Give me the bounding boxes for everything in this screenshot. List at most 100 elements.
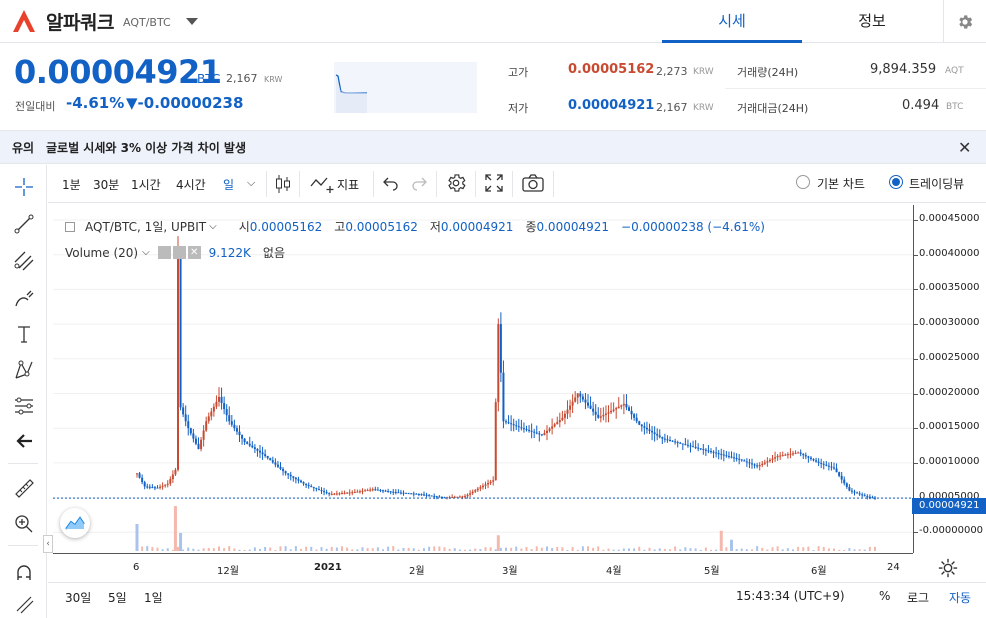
volume-bar [284,546,287,551]
volume-bar [335,547,338,551]
coin-name: 알파쿼크 [46,12,114,34]
volume-bar [387,546,390,551]
volume-bar [212,548,215,551]
interval-4h[interactable]: 4시간 [176,178,206,192]
volume-remove-icon[interactable]: ✕ [187,246,201,259]
volume-label[interactable]: Volume (20) [65,245,139,260]
candle-body [576,393,579,398]
volume-bar [776,546,779,551]
range-1d[interactable]: 1일 [144,591,163,605]
volume-bar [402,547,405,551]
candle-body [587,402,589,406]
volume-bar [807,546,810,551]
volume-chevron-icon[interactable]: ⌵ [142,247,150,258]
magnet-icon[interactable] [0,555,47,591]
candle-body [494,402,497,481]
volume-bar [412,548,415,551]
lock-drawings-icon[interactable] [0,590,47,618]
candle-body [366,490,369,492]
volume-bar [269,547,272,551]
pattern-tool-icon[interactable] [0,352,47,388]
fib-tool-icon[interactable] [0,243,47,279]
zoom-in-icon[interactable] [0,506,47,542]
collapse-legend-icon[interactable] [65,221,75,232]
price-chart[interactable] [53,205,913,553]
candle-body [807,456,810,458]
candle-body [407,493,410,495]
legend-chevron-icon[interactable]: ⌵ [209,221,217,232]
amount-24h-value: 0.494 [902,98,940,113]
interval-30m[interactable]: 30분 [93,178,120,192]
undo-icon[interactable] [382,175,400,195]
volume-bar [592,547,595,551]
fullscreen-icon[interactable] [484,173,504,197]
back-arrow-icon[interactable] [0,423,47,459]
volume-bar [361,547,364,551]
trendline-icon[interactable] [0,206,47,242]
crosshair-icon[interactable] [0,169,47,205]
axis-settings-icon[interactable] [937,557,959,583]
tab-info[interactable]: 정보 [858,12,886,30]
volume-settings-icon[interactable] [172,246,186,259]
candle-body [622,403,625,406]
volume-bar [161,549,164,551]
ruler-icon[interactable] [0,470,47,506]
clock-time[interactable]: 15:43:34 (UTC+9) [736,589,845,603]
auto-toggle[interactable]: 자동 [949,591,972,605]
view-tradingview-radio[interactable] [889,175,903,189]
time-axis[interactable] [53,553,913,580]
volume-bar [853,549,856,551]
candle-body [351,492,354,494]
range-30d[interactable]: 30일 [65,591,92,605]
brush-icon[interactable] [0,280,47,316]
indicator-label[interactable]: 지표 [337,178,360,192]
volume-bar [233,548,236,551]
collapse-toolbar-icon[interactable]: ‹ [43,535,53,553]
legend-symbol[interactable]: AQT/BTC, 1일, UPBIT [85,220,207,234]
camera-icon[interactable] [521,173,545,197]
candle-body [571,401,574,406]
candle-body [525,429,528,431]
volume-bar [166,548,169,551]
candle-body [546,430,548,433]
volume-bar [617,549,620,551]
candle-body [574,397,577,402]
volume-bar [325,548,328,551]
indicator-icon[interactable] [309,174,335,198]
prediction-tool-icon[interactable] [0,388,47,424]
candle-body [610,410,613,413]
candle-body [269,458,272,461]
text-tool-icon[interactable] [0,316,47,352]
interval-1m[interactable]: 1분 [62,178,81,192]
interval-chevron-down-icon[interactable]: ⌵ [247,176,256,189]
close-icon[interactable]: ✕ [958,138,972,157]
volume-bar [822,547,825,551]
candle-style-icon[interactable] [273,172,293,200]
volume-bar [730,539,733,551]
coin-dropdown-icon[interactable] [186,18,198,25]
tab-market[interactable]: 시세 [662,0,802,43]
candle-body [633,414,636,418]
volume-bar [300,548,302,551]
view-basic-radio[interactable] [796,175,810,189]
view-tradingview-label[interactable]: 트레이딩뷰 [909,177,965,191]
range-5d[interactable]: 5일 [108,591,127,605]
volume-bar [771,547,774,551]
interval-day[interactable]: 일 [223,178,235,192]
chart-settings-gear-icon[interactable] [445,172,467,198]
view-basic-label[interactable]: 기본 차트 [817,177,865,191]
redo-icon[interactable] [410,175,428,195]
log-toggle[interactable]: 로그 [907,591,930,605]
interval-1h[interactable]: 1시간 [131,178,161,192]
candle-body [200,439,203,450]
settings-gear-icon[interactable] [943,0,986,43]
tradingview-logo-icon[interactable] [60,508,90,538]
candle-body [171,474,174,480]
price-axis[interactable] [913,205,986,553]
volume-bar [146,546,149,551]
volume-visibility-icon[interactable] [157,246,171,259]
candle-body [264,454,267,456]
candle-body [686,444,689,446]
percent-toggle[interactable]: % [879,589,891,603]
candle-body [858,493,861,495]
